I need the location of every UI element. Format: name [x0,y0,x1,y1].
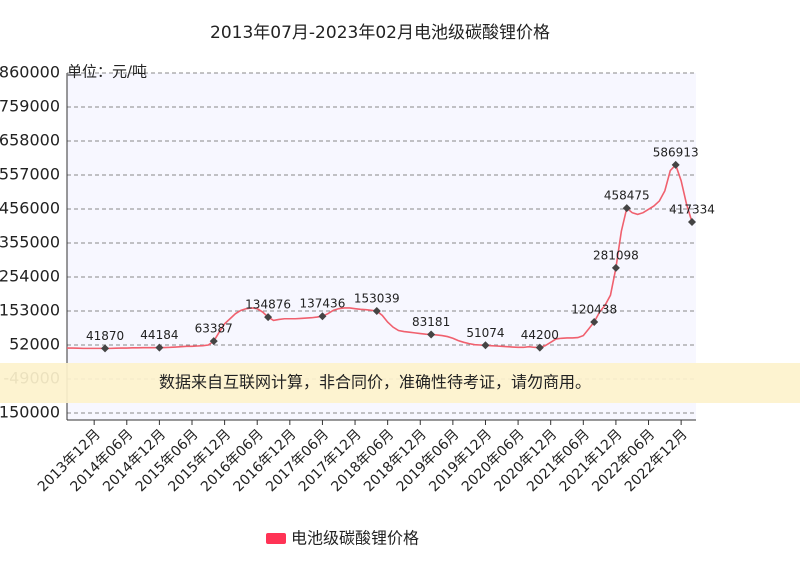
point-marker [209,337,218,346]
y-tick-label: 254000 [0,267,60,286]
data-label: 120438 [571,302,617,316]
data-label: 44184 [140,328,178,342]
chart-title: 2013年07月-2023年02月电池级碳酸锂价格 [210,23,550,43]
y-tick-label: 153000 [0,301,60,320]
y-tick-label: 759000 [0,97,60,116]
point-marker [318,312,327,321]
point-marker [481,341,490,350]
y-tick-label: 355000 [0,233,60,252]
data-label: 41870 [86,329,124,343]
unit-label: 单位：元/吨 [67,63,147,81]
point-marker [590,317,599,326]
y-tick-label: -150000 [0,403,60,422]
y-tick-label: 860000 [0,63,60,82]
watermark: 数据来自互联网计算，非合同价，准确性待考证，请勿商用。 [159,373,591,392]
legend-swatch [266,533,286,544]
y-tick-label: 557000 [0,165,60,184]
watermark-band [0,363,800,403]
point-marker [688,218,696,227]
point-marker [372,306,381,315]
point-marker [155,343,164,352]
y-tick-label: 52000 [9,335,60,354]
data-label: 51074 [466,326,504,340]
point-marker [622,204,631,213]
data-label: 417334 [669,203,715,217]
y-tick-label: 456000 [0,199,60,218]
data-label: 153039 [354,291,400,305]
data-label: 44200 [521,328,559,342]
data-label: 281098 [593,248,639,262]
point-marker [535,343,544,352]
data-label: 458475 [604,189,650,203]
point-marker [611,263,620,272]
point-marker [101,344,110,353]
legend-label: 电池级碳酸锂价格 [291,529,419,548]
data-label: 134876 [245,298,291,312]
plot-background [67,73,696,420]
data-label: 63387 [195,322,233,336]
price-line [67,163,693,350]
data-label: 137436 [300,297,346,311]
point-marker [427,330,436,339]
point-marker [671,160,680,169]
y-tick-label: 658000 [0,131,60,150]
point-marker [264,313,273,322]
data-label: 586913 [653,145,699,159]
data-label: 83181 [412,315,450,329]
